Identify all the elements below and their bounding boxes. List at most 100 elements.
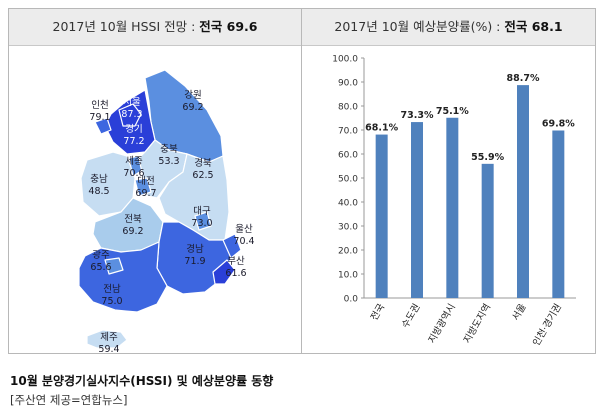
region-shape-daejeon	[134, 177, 152, 197]
region-name: 서울	[123, 97, 141, 108]
chart-title-prefix: 2017년 10월 예상분양률(%) :	[334, 19, 505, 34]
region-value: 70.4	[233, 236, 254, 247]
y-tick-label: 40.0	[338, 199, 358, 209]
korea-map: 서울87.3인천79.1경기77.2강원69.2충북53.3세종70.6충남48…	[78, 69, 255, 354]
region-value: 59.4	[98, 344, 119, 354]
region-shape-jeonnam	[78, 241, 168, 313]
category-label: 지방광역시	[426, 302, 458, 346]
y-tick-label: 80.0	[338, 103, 358, 113]
region-name: 대전	[137, 176, 154, 187]
region-value: 70.6	[123, 168, 144, 179]
region-value: 71.9	[184, 256, 205, 267]
bar-value-labels: 68.1%73.3% 75.1% 55.9% 88.7% 69.8%	[365, 73, 575, 163]
chart-title-national: 전국 68.1	[504, 19, 563, 34]
category-label: 수도권	[399, 302, 423, 331]
map-labels: 서울87.3인천79.1경기77.2강원69.2충북53.3세종70.6충남48…	[88, 90, 254, 354]
y-tick-label: 20.0	[338, 247, 358, 257]
bar-value-label: 75.1%	[436, 106, 469, 117]
map-title: 2017년 10월 HSSI 전망 : 전국 69.6	[9, 9, 301, 46]
caption-source: [주산연 제공=연합뉴스]	[10, 393, 128, 407]
y-tick-label: 50.0	[338, 175, 358, 185]
region-name: 경북	[194, 157, 212, 169]
figure-frame: 2017년 10월 HSSI 전망 : 전국 69.6 2017년 10월 예상…	[8, 8, 596, 354]
region-value: 77.2	[123, 136, 144, 147]
region-name: 세종	[125, 156, 143, 167]
bar-value-label: 73.3%	[401, 110, 434, 121]
region-shape-seoul	[118, 103, 142, 127]
category-label: 인천·경기권	[530, 302, 564, 348]
region-value: 79.1	[89, 112, 110, 123]
map-title-prefix: 2017년 10월 HSSI 전망 :	[52, 19, 200, 34]
region-shape-busan	[212, 259, 236, 285]
bar-value-label: 69.8%	[542, 118, 575, 129]
bars	[375, 85, 565, 298]
bar-chart: 0.0 10.0 20.0 30.0 40.0 50.0 60.0 70.0 80.0 90.0 1…	[332, 55, 576, 348]
region-value: 69.2	[122, 226, 143, 237]
region-name: 충남	[90, 174, 108, 185]
region-value: 75.0	[101, 296, 122, 307]
region-name: 인천	[91, 100, 108, 111]
category-label: 전국	[369, 302, 387, 323]
region-shape-daegu	[194, 211, 212, 231]
region-name: 경기	[125, 123, 142, 135]
y-tick-label: 60.0	[338, 151, 358, 161]
category-labels: 전국 수도권 지방광역시 지방도지역 서울 인천·경기권	[369, 302, 564, 348]
region-shape-ulsan	[222, 233, 242, 259]
bar-value-label: 88.7%	[507, 73, 540, 84]
region-shape-incheon	[94, 117, 112, 135]
region-value: 62.5	[192, 170, 213, 181]
region-name: 강원	[184, 90, 201, 101]
region-name: 전남	[103, 284, 121, 295]
region-name: 충북	[160, 144, 178, 155]
region-value: 69.2	[182, 102, 203, 113]
bar	[517, 85, 529, 298]
region-name: 제주	[100, 332, 118, 343]
region-value: 73.0	[191, 218, 212, 229]
y-tick-label: 10.0	[338, 271, 358, 281]
bar	[481, 163, 494, 298]
region-value: 65.6	[90, 262, 111, 273]
region-name: 대구	[193, 206, 211, 217]
y-tick-label: 90.0	[338, 79, 358, 89]
region-value: 48.5	[88, 186, 109, 197]
y-axis: 0.0 10.0 20.0 30.0 40.0 50.0 60.0 70.0 80.0 90.0 1…	[332, 55, 365, 305]
region-value: 87.3	[121, 109, 142, 120]
bar	[552, 130, 565, 298]
bar-value-label: 55.9%	[471, 152, 504, 163]
region-name: 울산	[235, 224, 253, 235]
region-value: 53.3	[158, 156, 179, 167]
region-value: 69.7	[135, 188, 156, 199]
region-shape-gyeongbuk	[158, 153, 230, 241]
region-name: 경남	[186, 243, 204, 255]
y-tick-label: 30.0	[338, 223, 358, 233]
bar	[446, 117, 459, 298]
bar	[411, 122, 423, 298]
region-name: 부산	[227, 256, 245, 267]
chart-title: 2017년 10월 예상분양률(%) : 전국 68.1	[302, 9, 595, 46]
bar-value-label: 68.1%	[365, 123, 398, 134]
region-shape-jeju	[86, 329, 128, 349]
region-value: 61.6	[225, 268, 246, 279]
y-tick-label: 70.0	[338, 127, 358, 137]
map-title-national: 전국 69.6	[199, 19, 258, 34]
panel-divider	[301, 9, 302, 353]
y-tick-label: 0.0	[344, 295, 359, 305]
region-name: 전북	[124, 214, 142, 225]
